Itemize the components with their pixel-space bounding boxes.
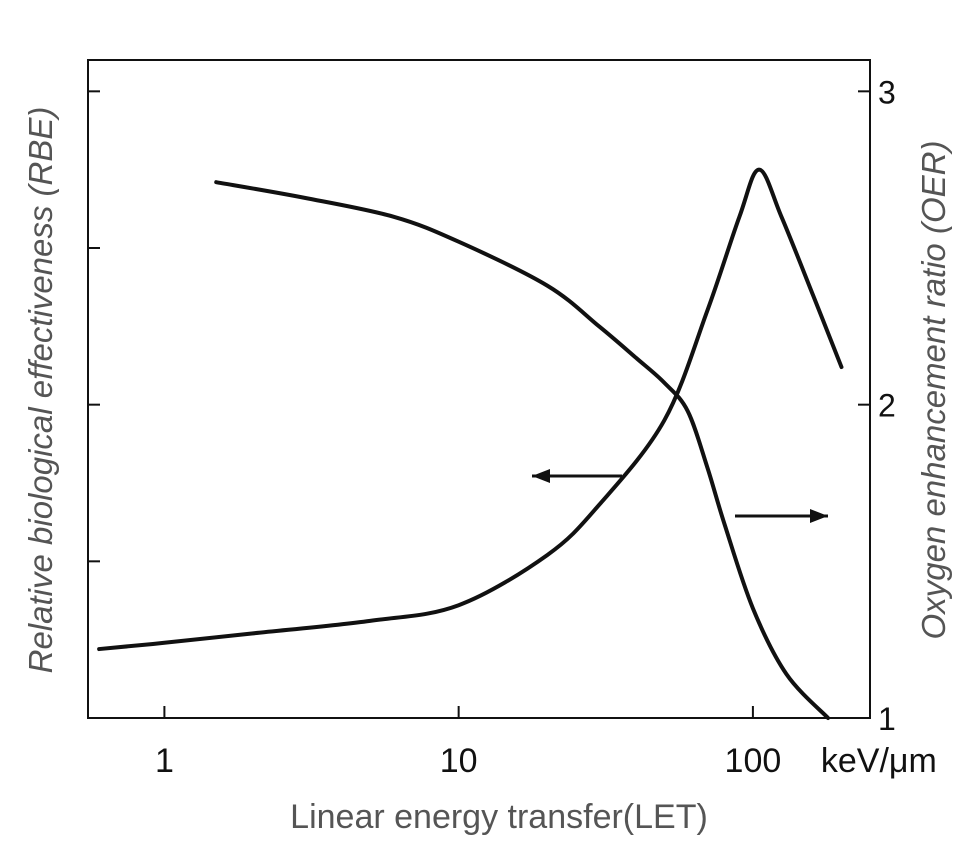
x-unit-label: keV/μm xyxy=(821,742,937,780)
right-axis-title: Oxygen enhancement ratio (OER) xyxy=(915,141,952,640)
right-y-tick-label: 3 xyxy=(878,74,896,110)
oer-curve xyxy=(214,180,831,720)
x-tick-label: 1 xyxy=(155,742,174,780)
rbe-curve xyxy=(97,167,844,652)
x-axis-title: Linear energy transfer(LET) xyxy=(290,798,708,836)
right-y-tick-label: 2 xyxy=(878,388,896,424)
x-tick-label: 100 xyxy=(725,742,782,780)
left-axis-title: Relative biological effectiveness (RBE) xyxy=(22,107,59,674)
rbe-direction-arrow-head xyxy=(532,469,550,483)
oer-direction-arrow-head xyxy=(810,509,828,523)
plot-frame xyxy=(87,59,871,719)
x-tick-label: 10 xyxy=(440,742,478,780)
right-y-tick-label: 1 xyxy=(878,701,896,737)
